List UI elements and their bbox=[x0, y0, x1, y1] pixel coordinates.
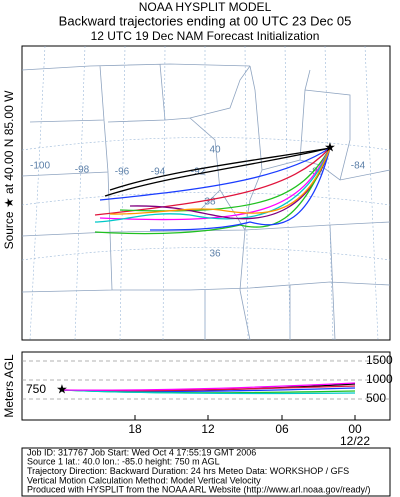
footer-line: Trajectory Direction: Backward Duration:… bbox=[27, 466, 349, 476]
grid-label: 38 bbox=[204, 197, 216, 208]
height-axis-label: Meters AGL bbox=[2, 354, 16, 418]
time-tick-label: 00 bbox=[348, 422, 362, 436]
grid-label: 36 bbox=[209, 249, 221, 260]
height-trajectories bbox=[61, 382, 356, 395]
source-height: 750 bbox=[26, 382, 46, 396]
time-tick-label: 18 bbox=[128, 422, 142, 436]
footer-line: Source 1 lat.: 40.0 lon.: -85.0 height: … bbox=[27, 457, 220, 467]
time-tick-label: 06 bbox=[275, 422, 289, 436]
state-boundaries bbox=[21, 63, 391, 341]
footer-line: Vertical Motion Calculation Method: Mode… bbox=[27, 475, 261, 485]
footer-line: Job ID: 317767 Job Start: Wed Oct 4 17:5… bbox=[27, 447, 256, 457]
height-tick-label: 1500 bbox=[366, 353, 393, 367]
date-label: 12/22 bbox=[340, 434, 370, 448]
height-tick-label: 500 bbox=[366, 391, 386, 405]
grid-label: -98 bbox=[75, 165, 90, 176]
grid-label: -100 bbox=[30, 161, 50, 172]
grid-label: -84 bbox=[351, 161, 366, 172]
footer-line: Produced with HYSPLIT from the NOAA ARL … bbox=[27, 485, 371, 495]
title-line: NOAA HYSPLIT MODEL bbox=[139, 0, 272, 14]
source-star: ★ bbox=[324, 139, 336, 154]
source-label: Source ★ at 40.00 N 85.00 W bbox=[2, 90, 16, 250]
time-tick-label: 12 bbox=[201, 422, 215, 436]
source-star: ★ bbox=[56, 381, 68, 396]
grid-label: 40 bbox=[209, 145, 221, 156]
grid-label: -96 bbox=[115, 167, 130, 178]
lat-lon-grid bbox=[21, 45, 391, 341]
trajectories bbox=[94, 147, 331, 235]
title-line: Backward trajectories ending at 00 UTC 2… bbox=[59, 13, 352, 28]
grid-label: -92 bbox=[191, 167, 206, 178]
title-line: 12 UTC 19 Dec NAM Forecast Initializatio… bbox=[91, 29, 320, 43]
map-frame bbox=[21, 45, 391, 341]
grid-label: -94 bbox=[151, 167, 166, 178]
height-tick-label: 1000 bbox=[366, 372, 393, 386]
footer-frame bbox=[21, 447, 391, 497]
